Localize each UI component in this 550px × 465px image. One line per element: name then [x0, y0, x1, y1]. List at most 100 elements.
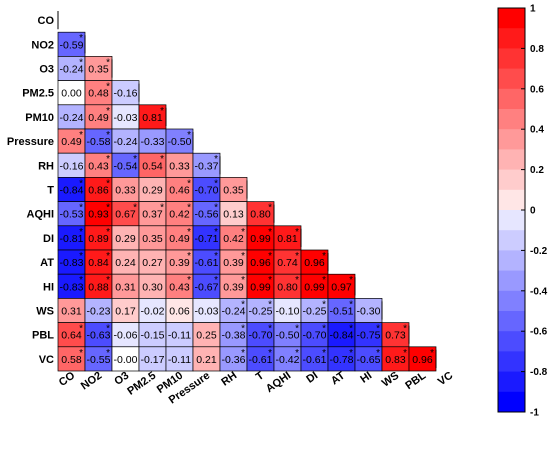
cell-value: -0.63 [87, 330, 111, 342]
cell-value: -0.84 [330, 330, 354, 342]
colorbar: 1 0.8 0.6 0.4 0.2 0 -0.2 -0.4 -0.6 -0.8 -1 [497, 4, 548, 419]
column-label: NO2 [79, 370, 104, 393]
cell-value: 0.80 [277, 281, 298, 293]
significance-star: * [106, 275, 110, 286]
row-label: WS [36, 306, 54, 318]
significance-star: * [106, 251, 110, 262]
cell-value: -0.03 [114, 112, 138, 124]
cell-value: -0.36 [222, 354, 246, 366]
heatmap-cell [84, 177, 113, 202]
cell-value: -0.15 [141, 330, 165, 342]
significance-star: * [187, 130, 191, 141]
cell-value: -0.59 [60, 39, 84, 51]
heatmap-cell [300, 298, 329, 323]
heatmap-cell [273, 225, 302, 251]
significance-star: * [187, 178, 191, 189]
heatmap-cell [192, 273, 221, 299]
colorbar-tick-label: -1 [530, 408, 539, 419]
significance-star: * [79, 251, 83, 262]
cell-value: -0.25 [303, 306, 327, 318]
colorbar-band [498, 351, 525, 373]
colorbar-band [498, 109, 525, 130]
cell-value: 0.73 [385, 330, 406, 342]
heatmap-cell [273, 322, 302, 348]
cell-value: -0.10 [276, 306, 300, 318]
colorbar-band [498, 88, 525, 110]
significance-star: * [349, 324, 353, 335]
colorbar-band [498, 68, 525, 90]
heatmap-cell [300, 346, 329, 372]
cell-value: -0.70 [303, 330, 327, 342]
cell-value: -0.03 [195, 306, 219, 318]
heatmap-cell [111, 298, 140, 323]
heatmap-cell [111, 104, 140, 130]
significance-star: * [349, 275, 353, 286]
colorbar-band [498, 391, 525, 413]
cell-value: 0.58 [61, 354, 82, 366]
significance-star: * [349, 299, 353, 310]
colorbar-band [498, 210, 525, 231]
significance-star: * [295, 227, 299, 238]
cell-value: 0.35 [88, 64, 109, 76]
significance-star: * [214, 154, 218, 165]
cell-value: -0.67 [195, 281, 219, 293]
colorbar-tick-label: -0.8 [530, 367, 548, 378]
colorbar-band [498, 250, 525, 272]
heatmap-cell [138, 298, 167, 323]
colorbar-band [498, 48, 525, 70]
row-label: HI [43, 281, 54, 293]
heatmap-cell [165, 322, 194, 348]
heatmap-cell [57, 322, 86, 348]
colorbar-band [498, 8, 525, 29]
cell-value: 0.33 [169, 160, 190, 172]
significance-star: * [160, 203, 164, 214]
cell-value: 0.97 [331, 281, 352, 293]
column-label: VC [436, 370, 455, 389]
significance-star: * [79, 130, 83, 141]
cell-value: -0.33 [141, 136, 165, 148]
cell-value: 0.35 [223, 185, 244, 197]
cell-value: 0.64 [61, 330, 82, 342]
significance-star: * [79, 178, 83, 189]
cell-value: 0.96 [304, 257, 325, 269]
cell-value: -0.50 [276, 330, 300, 342]
colorbar-tick-label: -0.2 [530, 246, 548, 257]
heatmap-cell [246, 298, 275, 323]
colorbar-band [498, 331, 525, 352]
significance-star: * [214, 227, 218, 238]
heatmap-cell [354, 346, 383, 372]
colorbar-band [498, 189, 525, 211]
heatmap-cell [219, 273, 248, 299]
column-label: AT [329, 369, 347, 387]
cell-value: -0.02 [141, 306, 165, 318]
significance-star: * [349, 348, 353, 359]
cell-value: -0.25 [249, 306, 273, 318]
heatmap-cells: -0.59 * -0.24 * 0.35 * 0.00 0.48 * -0.16 -0.24 0.49… [57, 11, 437, 372]
significance-star: * [214, 203, 218, 214]
column-label: CO [57, 369, 78, 389]
cell-value: 0.42 [169, 209, 190, 221]
heatmap-cell [327, 346, 356, 372]
cell-value: 0.21 [196, 354, 217, 366]
cell-value: 0.96 [412, 354, 433, 366]
significance-star: * [403, 348, 407, 359]
heatmap-cell [273, 249, 302, 275]
heatmap-cell [219, 322, 248, 348]
colorbar-tick-label: -0.6 [530, 327, 548, 338]
cell-value: -0.16 [60, 160, 84, 172]
heatmap-cell [111, 177, 140, 202]
significance-star: * [79, 227, 83, 238]
heatmap-cell [138, 104, 167, 130]
row-label: T [47, 185, 54, 197]
cell-value: -0.81 [60, 233, 84, 245]
significance-star: * [106, 348, 110, 359]
heatmap-cell [273, 273, 302, 299]
cell-value: -0.24 [222, 306, 246, 318]
cell-value: 0.25 [196, 330, 217, 342]
cell-value: 0.43 [88, 160, 109, 172]
cell-value: 0.99 [250, 281, 271, 293]
heatmap-cell [84, 322, 113, 348]
significance-star: * [187, 227, 191, 238]
significance-star: * [106, 324, 110, 335]
